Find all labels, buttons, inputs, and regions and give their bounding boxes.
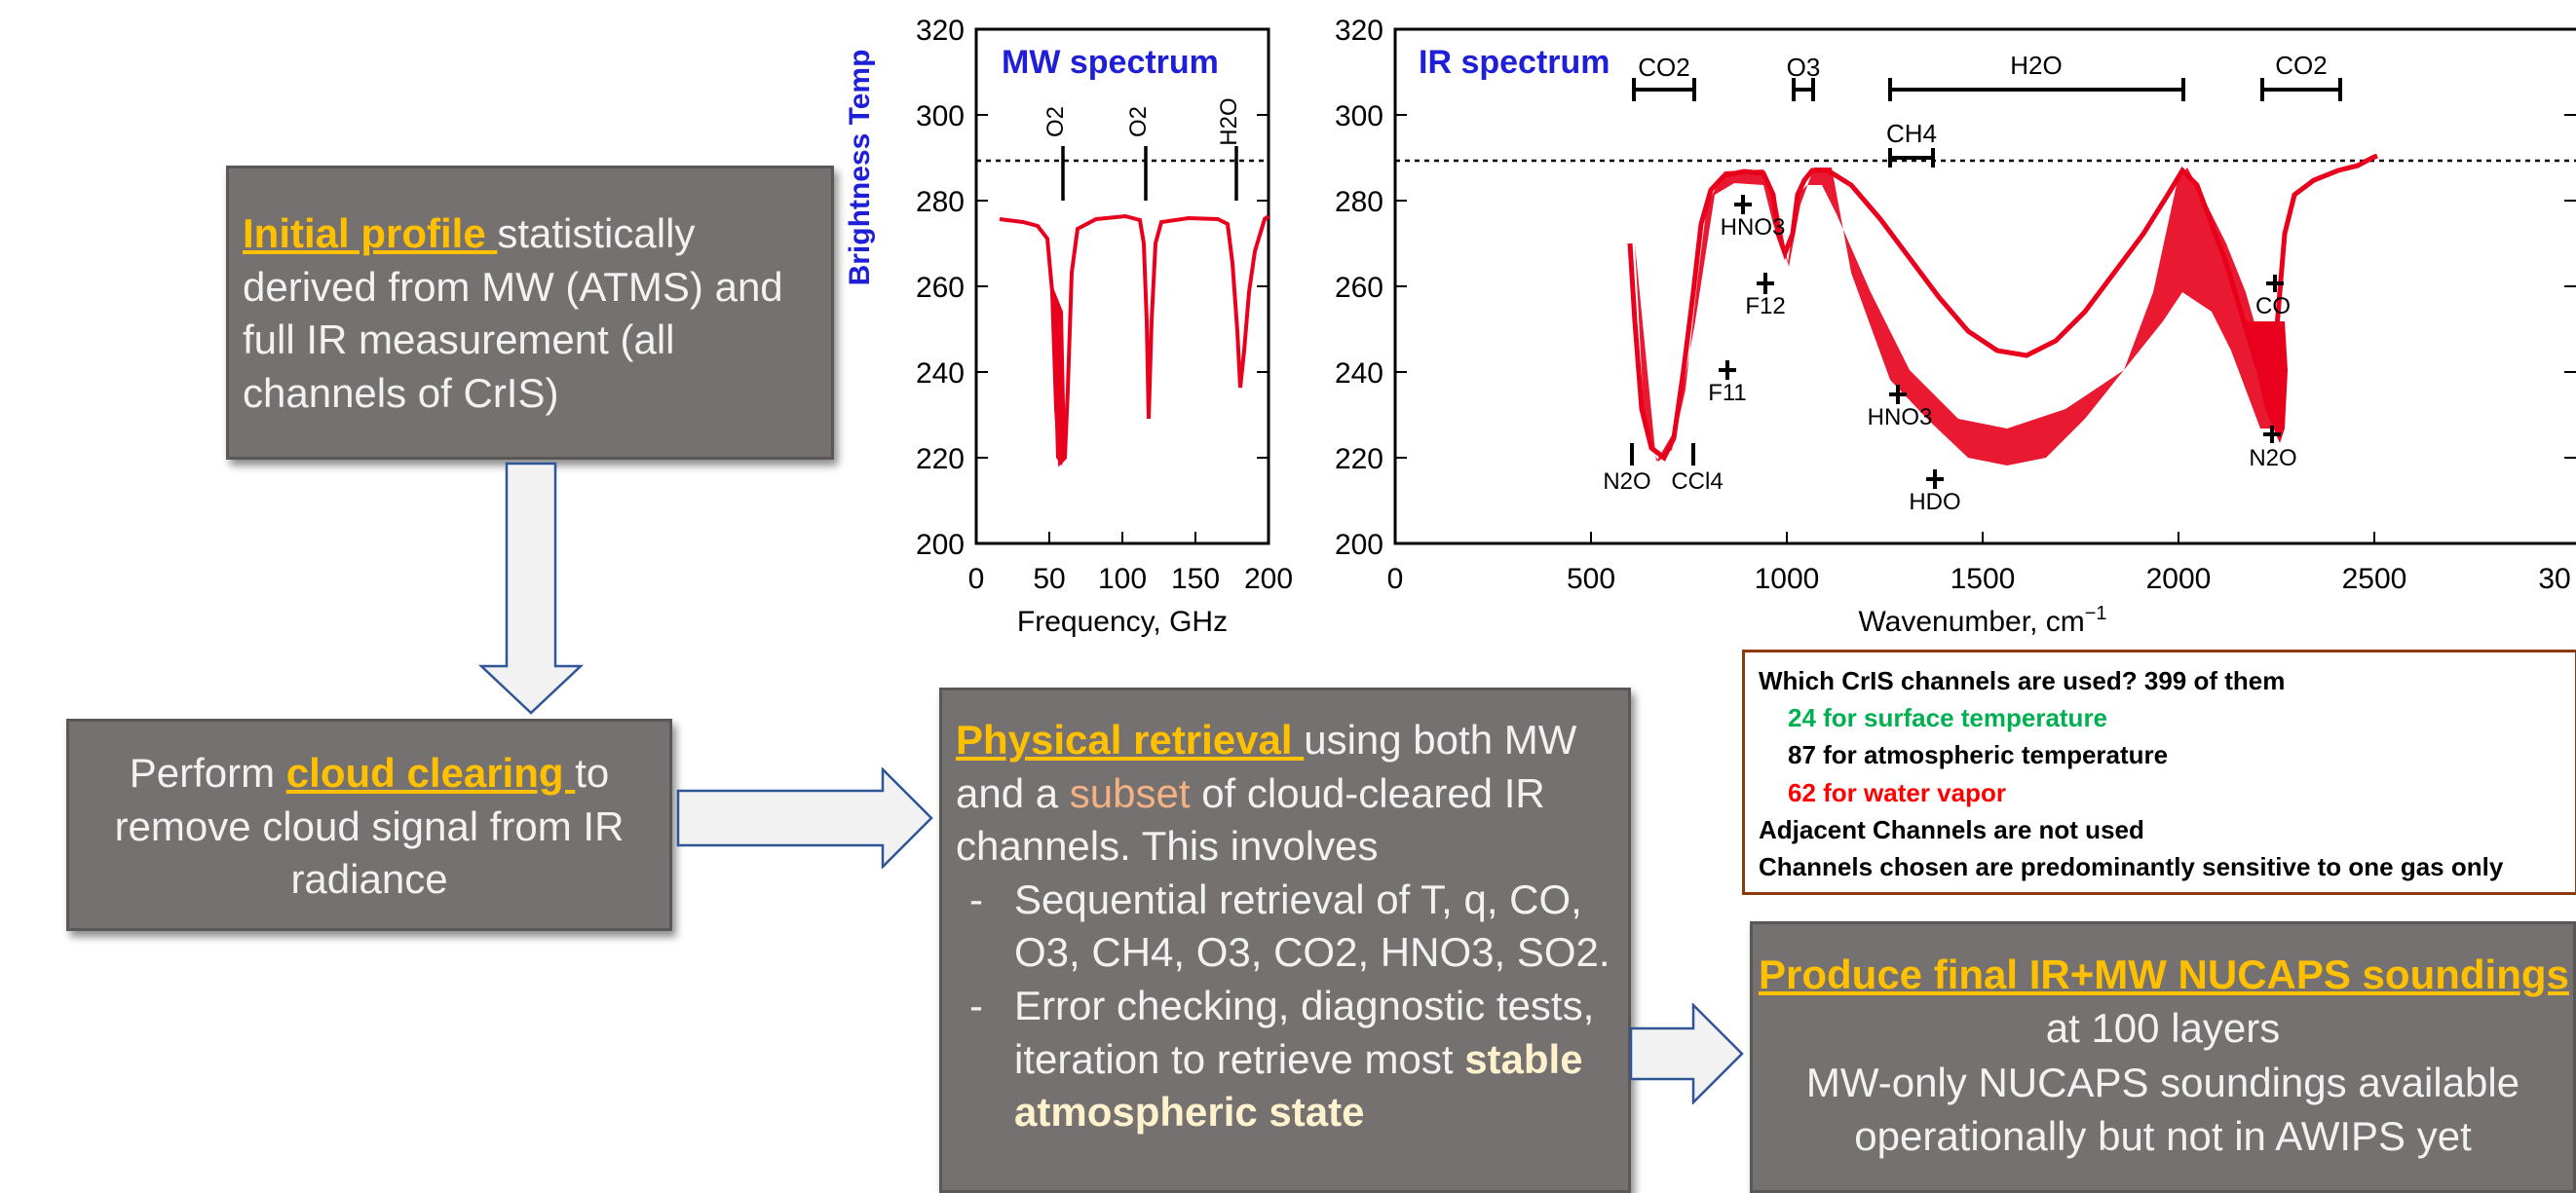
ir-xtick: 1500 — [1951, 563, 2016, 595]
cloud-clearing-highlight: cloud clearing — [285, 750, 576, 796]
ir-ytick: 200 — [1335, 529, 1383, 561]
legend-line-1: Which CrIS channels are used? 399 of the… — [1759, 666, 2286, 695]
cloud-clearing-pre: Perform — [129, 750, 286, 796]
band-label-h2o: H2O — [2010, 51, 2062, 80]
marker-label-f11: F11 — [1708, 380, 1747, 406]
mw-ytick: 260 — [916, 272, 965, 304]
physical-retrieval-text2: of cloud-cleared IR channels. This invol… — [956, 769, 1545, 870]
retrieval-step-text: Error checking, diagnostic tests, iterat… — [1014, 982, 1595, 1082]
mw-y-ticks: 320 300 280 260 240 220 200 — [916, 15, 965, 561]
initial-profile-body: statistically derived from MW (ATMS) and… — [243, 210, 783, 416]
initial-profile-text: Initial profile statistically derived fr… — [243, 207, 817, 420]
mw-xtick: 100 — [1098, 563, 1147, 595]
ir-xtick: 500 — [1567, 563, 1615, 595]
mw-x-ticks: 0 50 100 150 200 — [968, 563, 1293, 595]
marker-label-hdo: HDO — [1909, 489, 1960, 515]
legend-water-vapor: 62 for water vapor — [1788, 777, 2006, 807]
marker-label-ccl4: CCl4 — [1671, 468, 1723, 495]
initial-profile-highlight: Initial profile — [243, 210, 498, 256]
mw-gas-label: O2 — [1042, 106, 1069, 137]
ir-spectrum-curve — [1627, 153, 2378, 466]
physical-retrieval-box: Physical retrieval using both MW and a s… — [939, 688, 1631, 1193]
ir-xtick: 0 — [1387, 563, 1404, 595]
marker-label-co: CO — [2255, 293, 2291, 319]
ir-ytick: 300 — [1335, 100, 1383, 132]
stable-state-text: stable atmospheric state — [1014, 1035, 1583, 1136]
marker-label-f12: F12 — [1745, 293, 1785, 319]
final-soundings-line3: MW-only NUCAPS soundings available opera… — [1805, 1059, 2520, 1160]
ir-ytick: 320 — [1335, 15, 1383, 47]
marker-label-hno3: HNO3 — [1721, 214, 1786, 241]
right-arrow-2 — [1629, 1003, 1744, 1104]
right-arrow-1 — [676, 767, 933, 869]
mw-xtick: 50 — [1033, 563, 1065, 595]
mw-ytick: 240 — [916, 357, 965, 390]
physical-retrieval-highlight: Physical retrieval — [956, 717, 1305, 763]
mw-xtick: 0 — [968, 563, 985, 595]
mw-spectrum-curve — [999, 213, 1270, 467]
ir-title: IR spectrum — [1419, 44, 1610, 81]
physical-retrieval-text: Physical retrieval using both MW and a s… — [956, 714, 1614, 1139]
ir-xtick: 1000 — [1755, 563, 1820, 595]
ir-ytick: 280 — [1335, 186, 1383, 218]
legend-adjacent: Adjacent Channels are not used — [1759, 814, 2144, 844]
ir-xtick: 2500 — [2342, 563, 2407, 595]
mw-ytick: 300 — [916, 100, 965, 132]
channels-legend: Which CrIS channels are used? 399 of the… — [1742, 650, 2576, 895]
ir-x-ticks: 0 500 1000 1500 2000 2500 30 — [1387, 563, 2571, 595]
band-label-co2-2: CO2 — [2275, 51, 2327, 80]
legend-surface: 24 for surface temperature — [1788, 703, 2108, 733]
down-arrow — [477, 462, 585, 715]
mw-xlabel: Frequency, GHz — [1017, 606, 1228, 638]
ir-ytick: 240 — [1335, 357, 1383, 390]
mw-ytick: 200 — [916, 529, 965, 561]
legend-one-gas: Channels chosen are predominantly sensit… — [1759, 852, 2504, 882]
mw-spectrum-plot: Brightness Temp 320 300 280 260 240 220 … — [844, 15, 1293, 638]
marker-label-n2o: N2O — [1603, 468, 1650, 495]
final-soundings-highlight: Produce final IR+MW NUCAPS soundings — [1759, 951, 2569, 997]
ir-xtick: 30 — [2538, 563, 2570, 595]
final-soundings-box: Produce final IR+MW NUCAPS soundings at … — [1750, 921, 2576, 1193]
subset-word: subset — [1069, 769, 1191, 816]
mw-xtick: 200 — [1244, 563, 1293, 595]
initial-profile-box: Initial profile statistically derived fr… — [226, 166, 834, 460]
mw-xtick: 150 — [1171, 563, 1220, 595]
ir-ytick: 220 — [1335, 443, 1383, 475]
ir-xlabel: Wavenumber, cm−1 — [1858, 603, 2106, 638]
marker-label-hno3-2: HNO3 — [1868, 404, 1933, 430]
band-label-ch4: CH4 — [1886, 119, 1937, 148]
ir-spectrum-plot: 320 300 280 260 240 220 200 0 500 1000 1… — [1335, 15, 2576, 638]
mw-ytick: 320 — [916, 15, 965, 47]
ir-xtick: 2000 — [2146, 563, 2212, 595]
ir-gas-markers — [1630, 195, 2284, 489]
band-label-co2: CO2 — [1638, 53, 1689, 82]
physical-retrieval-text1: using both MW and a — [956, 717, 1577, 816]
mw-ytick: 280 — [916, 186, 965, 218]
ir-band-bars — [1632, 78, 2342, 168]
mw-gas-label: O2 — [1125, 106, 1152, 137]
cloud-clearing-post: to remove cloud signal from IR radiance — [114, 750, 625, 903]
marker-label-n2o-2: N2O — [2249, 445, 2296, 471]
legend-atmos-temp: 87 for atmospheric temperature — [1788, 740, 2169, 770]
final-soundings-text: Produce final IR+MW NUCAPS soundings at … — [1759, 948, 2569, 1164]
cloud-clearing-text: Perform cloud clearing to remove cloud s… — [79, 747, 660, 907]
band-label-o3: O3 — [1787, 53, 1821, 82]
retrieval-steps: Sequential retrieval of T, q, CO, O3, CH… — [956, 874, 1614, 1139]
cloud-clearing-box: Perform cloud clearing to remove cloud s… — [66, 719, 672, 931]
final-soundings-line2: at 100 layers — [2045, 1005, 2281, 1052]
mw-title: MW spectrum — [1002, 44, 1219, 81]
mw-ylabel: Brightness Temp — [844, 50, 876, 286]
mw-ytick: 220 — [916, 443, 965, 475]
ir-y-ticks: 320 300 280 260 240 220 200 — [1335, 15, 1383, 561]
ir-ytick: 260 — [1335, 272, 1383, 304]
retrieval-step: Error checking, diagnostic tests, iterat… — [956, 980, 1614, 1139]
retrieval-step: Sequential retrieval of T, q, CO, O3, CH… — [956, 874, 1614, 980]
mw-gas-label: H2O — [1216, 97, 1242, 145]
